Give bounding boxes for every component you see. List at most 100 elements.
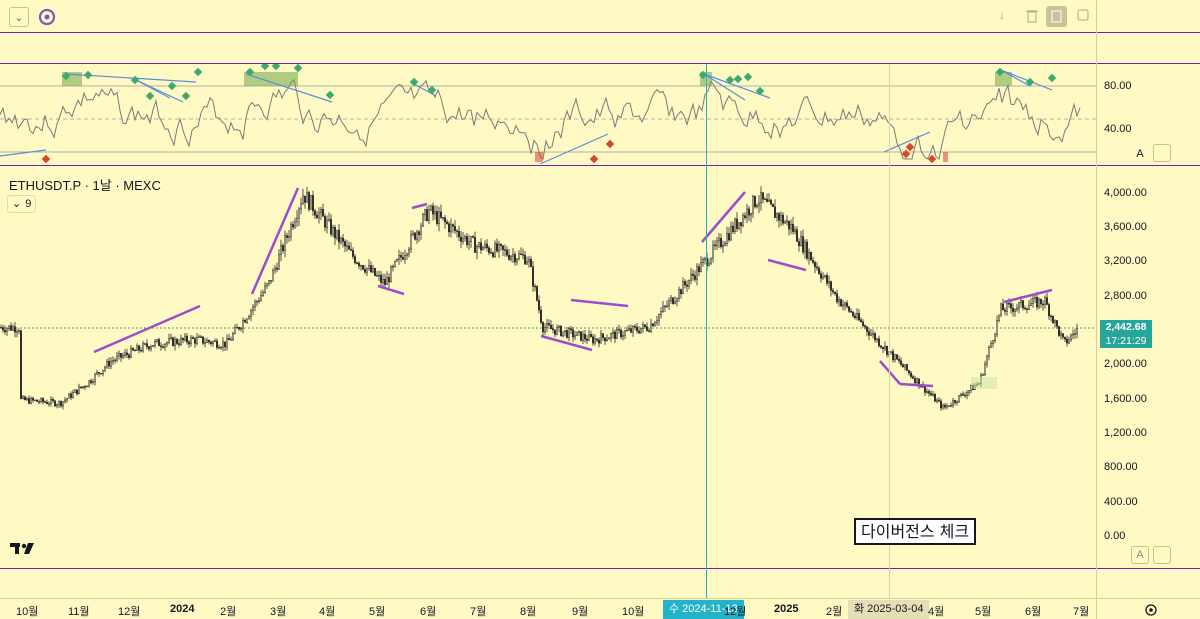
- price-tick: 2,800.00: [1104, 289, 1147, 302]
- maximize-icon[interactable]: [1076, 8, 1090, 22]
- candle-body: [330, 219, 332, 235]
- candle-body: [832, 290, 834, 293]
- candle-body: [156, 339, 158, 342]
- candle-body: [544, 327, 546, 333]
- candle-body: [690, 273, 692, 281]
- candle-body: [500, 243, 502, 246]
- candle-body: [414, 232, 416, 240]
- candle-body: [704, 257, 706, 260]
- indicator-toggle[interactable]: ⌄ 9: [7, 195, 37, 213]
- candle-body: [1074, 333, 1076, 335]
- candle-body: [698, 266, 700, 273]
- candle-body: [354, 256, 356, 264]
- candle-body: [398, 255, 400, 260]
- current-price-label: 2,442.68: [1100, 320, 1152, 334]
- candle-body: [578, 331, 580, 333]
- candle-body: [50, 398, 52, 404]
- candle-body: [868, 331, 870, 336]
- candle-body: [532, 266, 534, 287]
- oscillator-pane[interactable]: [0, 64, 1096, 164]
- candle-body: [170, 337, 172, 339]
- candle-body: [146, 343, 148, 347]
- divergence-note[interactable]: 다이버전스 체크: [854, 518, 977, 545]
- candle-body: [778, 213, 780, 221]
- candle-body: [1032, 298, 1034, 304]
- divergence-line: [879, 360, 901, 385]
- osc-collapse-button[interactable]: [1153, 144, 1171, 162]
- candle-body: [770, 199, 772, 205]
- candle-body: [416, 231, 418, 240]
- candle-body: [486, 243, 488, 248]
- candle-body: [92, 381, 94, 384]
- candle-body: [678, 289, 680, 299]
- time-tick: 2024: [170, 603, 195, 615]
- tradingview-logo[interactable]: [10, 540, 40, 556]
- pane-separator: [0, 165, 1200, 166]
- candle-body: [828, 281, 830, 284]
- candle-body: [830, 281, 832, 291]
- candle-body: [588, 334, 590, 341]
- candle-body: [824, 275, 826, 277]
- candle-body: [44, 401, 46, 403]
- candle-body: [234, 327, 236, 334]
- candle-body: [10, 325, 12, 331]
- candle-body: [84, 386, 86, 388]
- candle-body: [216, 340, 218, 348]
- candle-body: [626, 329, 628, 332]
- candle-body: [28, 398, 30, 404]
- candle-body: [708, 262, 710, 266]
- candle-body: [196, 337, 198, 344]
- candle-body: [1004, 309, 1006, 312]
- price-scale-toggle[interactable]: [1153, 546, 1171, 564]
- osc-scale-mode-button[interactable]: A: [1136, 148, 1144, 160]
- candle-body: [644, 324, 646, 327]
- candle-body: [362, 265, 364, 270]
- price-scale-mode-button[interactable]: A: [1131, 546, 1149, 564]
- candle-body: [768, 199, 770, 202]
- candle-body: [1024, 307, 1026, 310]
- sync-icon[interactable]: [38, 8, 56, 26]
- candle-body: [1014, 309, 1016, 312]
- trash-icon[interactable]: [1025, 8, 1039, 24]
- candle-body: [48, 403, 50, 405]
- bear-signal-marker: [905, 142, 915, 152]
- candle-body: [274, 267, 276, 271]
- candle-body: [446, 221, 448, 224]
- candle-body: [1056, 320, 1058, 327]
- candle-body: [676, 298, 678, 302]
- divergence-line: [377, 284, 405, 296]
- candle-body: [682, 281, 684, 295]
- candle-body: [130, 347, 132, 358]
- candle-body: [1040, 298, 1042, 305]
- settings-gear-icon[interactable]: [1144, 603, 1158, 617]
- divergence-line: [540, 334, 593, 352]
- candle-body: [106, 360, 108, 368]
- candle-body: [710, 257, 712, 264]
- candle-body: [360, 265, 362, 267]
- candle-body: [204, 342, 206, 344]
- candle-body: [272, 269, 274, 282]
- candle-body: [344, 241, 346, 247]
- candle-body: [952, 400, 954, 406]
- candle-body: [80, 386, 82, 389]
- candle-body: [76, 389, 78, 395]
- candle-body: [984, 363, 986, 375]
- candle-body: [350, 249, 352, 251]
- candle-body: [346, 245, 348, 247]
- candle-body: [460, 236, 462, 242]
- price-chart[interactable]: [0, 166, 1096, 568]
- candle-body: [174, 339, 176, 347]
- arrow-down-icon[interactable]: ↓: [999, 8, 1005, 22]
- menu-chevron-button[interactable]: ⌄: [9, 7, 29, 27]
- candle-body: [1022, 300, 1024, 309]
- candle-body: [996, 320, 998, 335]
- divergence-line: [93, 304, 201, 354]
- candle-body: [752, 195, 754, 214]
- rectangle-icon[interactable]: [1046, 6, 1067, 27]
- candle-body: [666, 305, 668, 307]
- candle-body: [788, 220, 790, 230]
- candle-body: [100, 373, 102, 375]
- candle-body: [622, 334, 624, 338]
- candle-body: [506, 249, 508, 256]
- candle-body: [946, 405, 948, 408]
